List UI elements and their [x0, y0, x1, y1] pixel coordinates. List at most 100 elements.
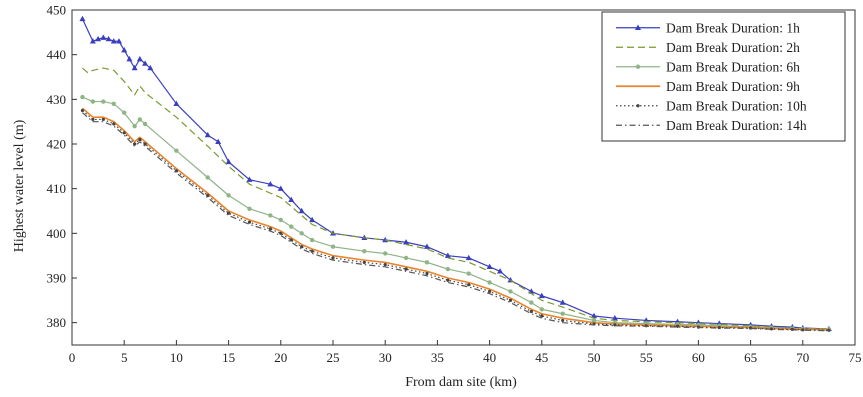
data-point: [110, 38, 117, 44]
data-point: [122, 131, 126, 135]
legend-item: Dam Break Duration: 10h: [616, 98, 807, 113]
y-tick-label: 440: [47, 47, 67, 62]
data-point: [540, 314, 544, 318]
data-point: [310, 249, 314, 253]
legend-item: Dam Break Duration: 2h: [616, 40, 800, 55]
y-tick-label: 400: [47, 226, 67, 241]
x-axis: 0 5 10 15 20 25 30 35 40 45 50 55 60 65 70 75: [69, 340, 862, 365]
data-point: [246, 176, 253, 182]
data-point: [403, 255, 409, 261]
x-tick-label: 40: [483, 350, 496, 365]
data-point: [445, 266, 451, 272]
data-point: [91, 117, 95, 122]
legend-item: Dam Break Duration: 14h: [616, 118, 807, 133]
data-point: [278, 217, 283, 223]
legend-item: Dam Break Duration: 1h: [616, 20, 800, 35]
x-tick-label: 5: [121, 350, 128, 365]
data-point: [561, 318, 565, 323]
data-point: [215, 138, 222, 144]
data-point: [488, 289, 492, 293]
series-line: [82, 96, 829, 330]
data-point: [174, 148, 179, 153]
x-tick-label: 60: [692, 350, 705, 365]
data-point: [279, 231, 283, 235]
data-point: [487, 280, 492, 285]
data-point: [529, 309, 533, 314]
data-point: [299, 231, 304, 236]
data-point: [100, 34, 107, 40]
series-line: [82, 112, 829, 332]
data-point: [89, 38, 96, 44]
y-tick-label: 380: [47, 315, 67, 330]
data-point: [289, 224, 294, 229]
data-point: [288, 196, 295, 203]
data-point: [111, 101, 116, 107]
series-5: [80, 108, 831, 332]
x-tick-label: 45: [535, 350, 548, 365]
legend-label: Dam Break Duration: 14h: [666, 118, 807, 133]
data-point: [268, 227, 272, 231]
data-point: [79, 15, 86, 22]
x-tick-label: 50: [588, 350, 601, 365]
x-tick-label: 25: [327, 350, 340, 365]
data-point: [204, 131, 211, 138]
data-point: [424, 260, 430, 265]
y-tick-label: 420: [47, 137, 67, 152]
legend-item: Dam Break Duration: 6h: [616, 59, 800, 74]
data-point: [466, 271, 471, 276]
data-point: [636, 104, 640, 108]
plot-border: [71, 9, 856, 346]
data-point: [289, 238, 293, 242]
y-tick-label: 450: [47, 3, 67, 18]
data-point: [80, 108, 85, 113]
data-point: [105, 35, 112, 42]
series-3: [80, 94, 832, 332]
x-tick-label: 10: [170, 350, 183, 365]
data-point: [675, 324, 680, 328]
data-point: [136, 55, 143, 62]
x-tick-label: 20: [274, 350, 287, 365]
data-point: [137, 117, 143, 122]
x-tick-label: 0: [69, 350, 76, 365]
data-point: [142, 60, 149, 66]
data-point: [611, 315, 618, 321]
data-point: [591, 318, 597, 323]
data-point: [126, 55, 133, 62]
data-point: [147, 64, 154, 71]
y-axis: 380 390 400 410 420 430 440 450: [47, 3, 77, 330]
data-point: [90, 99, 96, 104]
data-point: [539, 307, 544, 312]
data-point: [205, 175, 210, 180]
data-point: [300, 245, 304, 249]
data-point: [635, 24, 641, 30]
data-point: [362, 260, 366, 264]
x-tick-label: 15: [222, 350, 235, 365]
legend-item: Dam Break Duration: 9h: [616, 79, 800, 94]
data-point: [101, 99, 106, 104]
y-tick-label: 410: [47, 181, 67, 196]
data-point: [112, 122, 116, 126]
data-point: [226, 193, 231, 198]
x-tick-label: 65: [744, 350, 757, 365]
data-point: [206, 193, 210, 197]
data-point: [529, 300, 534, 305]
legend-label: Dam Break Duration: 6h: [666, 59, 800, 74]
data-point: [404, 267, 408, 271]
data-point: [486, 263, 493, 270]
data-point: [362, 249, 367, 254]
data-point: [465, 254, 472, 261]
data-point: [173, 100, 180, 106]
data-point: [591, 312, 597, 319]
series-line: [81, 107, 829, 331]
data-point: [80, 94, 85, 100]
plot-frame: [71, 9, 856, 346]
data-point: [247, 206, 252, 211]
data-point: [423, 243, 430, 249]
x-tick-label: 35: [431, 350, 444, 365]
data-point: [613, 323, 617, 327]
y-tick-label: 430: [47, 92, 67, 107]
legend-box: [601, 11, 846, 142]
data-point: [635, 64, 641, 69]
data-point: [95, 35, 102, 42]
